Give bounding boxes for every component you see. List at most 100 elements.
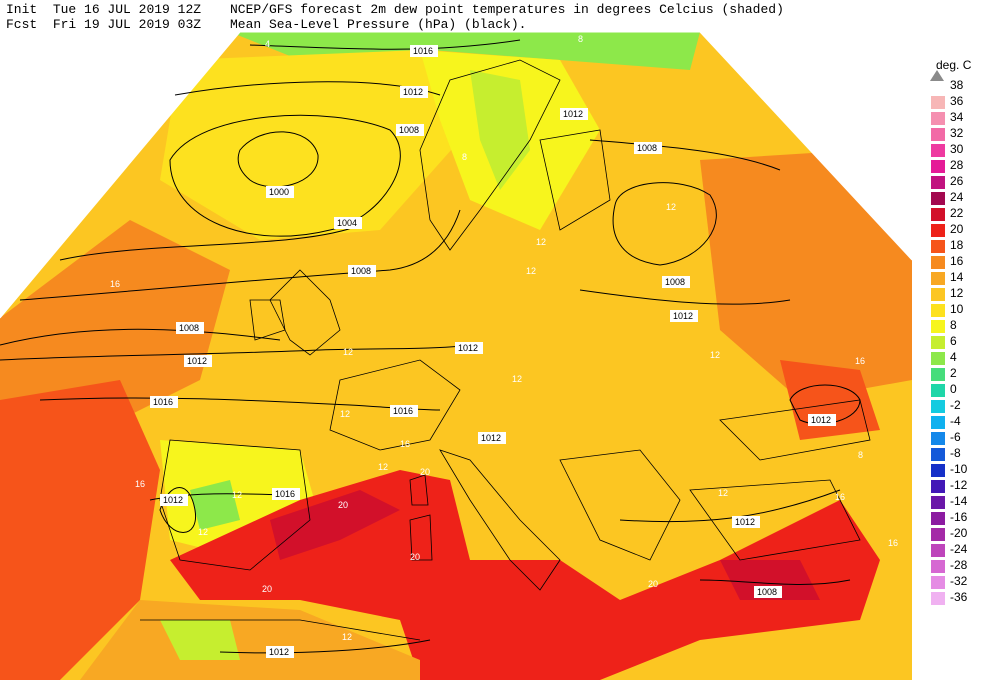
svg-text:1016: 1016 xyxy=(393,406,413,416)
dewpoint-field xyxy=(0,32,912,680)
legend-swatch xyxy=(931,544,945,557)
legend-swatch xyxy=(931,336,945,349)
legend-swatch xyxy=(931,176,945,189)
init-value: Tue 16 JUL 2019 12Z xyxy=(52,2,202,17)
legend-item: -20 xyxy=(928,526,998,541)
coast-finland xyxy=(539,129,611,231)
fcst-value: Fri 19 JUL 2019 03Z xyxy=(52,17,202,32)
legend-label: -28 xyxy=(950,558,968,572)
coast-corsica xyxy=(409,474,429,506)
init-label: Init xyxy=(6,2,38,17)
legend-label: 0 xyxy=(950,382,957,396)
dewpoint-label: 12 xyxy=(343,347,353,357)
legend-item: 28 xyxy=(928,158,998,173)
legend-swatch xyxy=(931,464,945,477)
legend-item: -2 xyxy=(928,398,998,413)
legend-label: 10 xyxy=(950,302,964,316)
legend-swatch xyxy=(931,80,945,93)
legend-label: -2 xyxy=(950,398,961,412)
legend-item: -8 xyxy=(928,446,998,461)
dewpoint-label: 12 xyxy=(342,632,352,642)
isobar-1008-atlantic xyxy=(0,328,281,346)
legend-swatch xyxy=(931,416,945,429)
legend-swatch xyxy=(931,432,945,445)
svg-text:1008: 1008 xyxy=(665,277,685,287)
svg-text:1008: 1008 xyxy=(637,143,657,153)
isobar-1008-west xyxy=(19,209,461,301)
isobar-label: 1012 xyxy=(732,516,760,528)
legend-item: 6 xyxy=(928,334,998,349)
legend-swatch xyxy=(931,352,945,365)
dewpoint-label-group: 4 8 8 16 12 12 12 12 12 16 12 20 20 20 2… xyxy=(110,34,898,642)
dewpoint-label: 16 xyxy=(888,538,898,548)
isobar-label: 1008 xyxy=(754,586,782,598)
dewpoint-label: 16 xyxy=(110,279,120,289)
dewpoint-label: 12 xyxy=(378,462,388,472)
isobar-1004 xyxy=(59,224,361,261)
legend-label: -24 xyxy=(950,542,968,556)
legend-label: 34 xyxy=(950,110,964,124)
isobar-1008-east-med xyxy=(699,579,851,585)
legend-swatch xyxy=(931,576,945,589)
legend-label: -36 xyxy=(950,590,968,604)
isobar-label: 1012 xyxy=(560,108,588,120)
legend-label: 4 xyxy=(950,350,957,364)
coast-turkey xyxy=(689,479,861,561)
dewpoint-label: 16 xyxy=(835,492,845,502)
isobar-label: 1012 xyxy=(455,342,483,354)
legend-label: 16 xyxy=(950,254,964,268)
dewpoint-label: 8 xyxy=(578,34,583,44)
legend-item: -24 xyxy=(928,542,998,557)
legend-label: -32 xyxy=(950,574,968,588)
isobar-1012-atlantic xyxy=(0,344,471,361)
dewpoint-label: 20 xyxy=(420,467,430,477)
legend-label: 14 xyxy=(950,270,964,284)
legend-label: -10 xyxy=(950,462,968,476)
legend-item: 24 xyxy=(928,190,998,205)
legend-label: -8 xyxy=(950,446,961,460)
dewpoint-label: 16 xyxy=(135,479,145,489)
legend-label: 36 xyxy=(950,94,964,108)
legend-label: 30 xyxy=(950,142,964,156)
legend-item: 16 xyxy=(928,254,998,269)
svg-text:1008: 1008 xyxy=(351,266,371,276)
isobar-label: 1008 xyxy=(634,142,662,154)
svg-text:1012: 1012 xyxy=(187,356,207,366)
svg-text:1008: 1008 xyxy=(757,587,777,597)
legend-label: -4 xyxy=(950,414,961,428)
coast-blacksea xyxy=(719,399,871,461)
legend-item: -36 xyxy=(928,590,998,605)
legend-swatch xyxy=(931,112,945,125)
dewpoint-label: 12 xyxy=(526,266,536,276)
legend-label: 6 xyxy=(950,334,957,348)
svg-text:1016: 1016 xyxy=(275,489,295,499)
map-title: NCEP/GFS forecast 2m dew point temperatu… xyxy=(230,2,784,17)
dewpoint-label: 20 xyxy=(338,500,348,510)
legend-swatch xyxy=(931,128,945,141)
svg-text:1012: 1012 xyxy=(481,433,501,443)
isobar-label: 1012 xyxy=(160,494,188,506)
legend-label: 8 xyxy=(950,318,957,332)
isobar-label: 1004 xyxy=(334,217,362,229)
legend-swatch xyxy=(931,592,945,605)
legend-label: -16 xyxy=(950,510,968,524)
legend-swatch xyxy=(931,512,945,525)
legend-item: -10 xyxy=(928,462,998,477)
dewpoint-label: 12 xyxy=(666,202,676,212)
isobar-1008-east-low xyxy=(612,182,717,266)
field-red-atlantic xyxy=(0,380,160,680)
coast-sardinia xyxy=(409,514,433,561)
coast-italy xyxy=(439,449,561,591)
legend-item: -12 xyxy=(928,478,998,493)
dewpoint-label: 12 xyxy=(710,350,720,360)
legend-overflow-triangle-icon xyxy=(930,70,944,81)
legend-label: 24 xyxy=(950,190,964,204)
legend-item: 34 xyxy=(928,110,998,125)
dewpoint-label: 4 xyxy=(265,39,270,49)
legend-swatch xyxy=(931,272,945,285)
legend-label: 20 xyxy=(950,222,964,236)
isobar-label: 1016 xyxy=(272,488,300,500)
isobar-1000-low xyxy=(237,131,319,188)
isobar-label-group: 1016 1012 1008 1000 1004 1008 1008 1012 … xyxy=(150,45,836,658)
dewpoint-map: 1016 1012 1008 1000 1004 1008 1008 1012 … xyxy=(0,32,913,680)
